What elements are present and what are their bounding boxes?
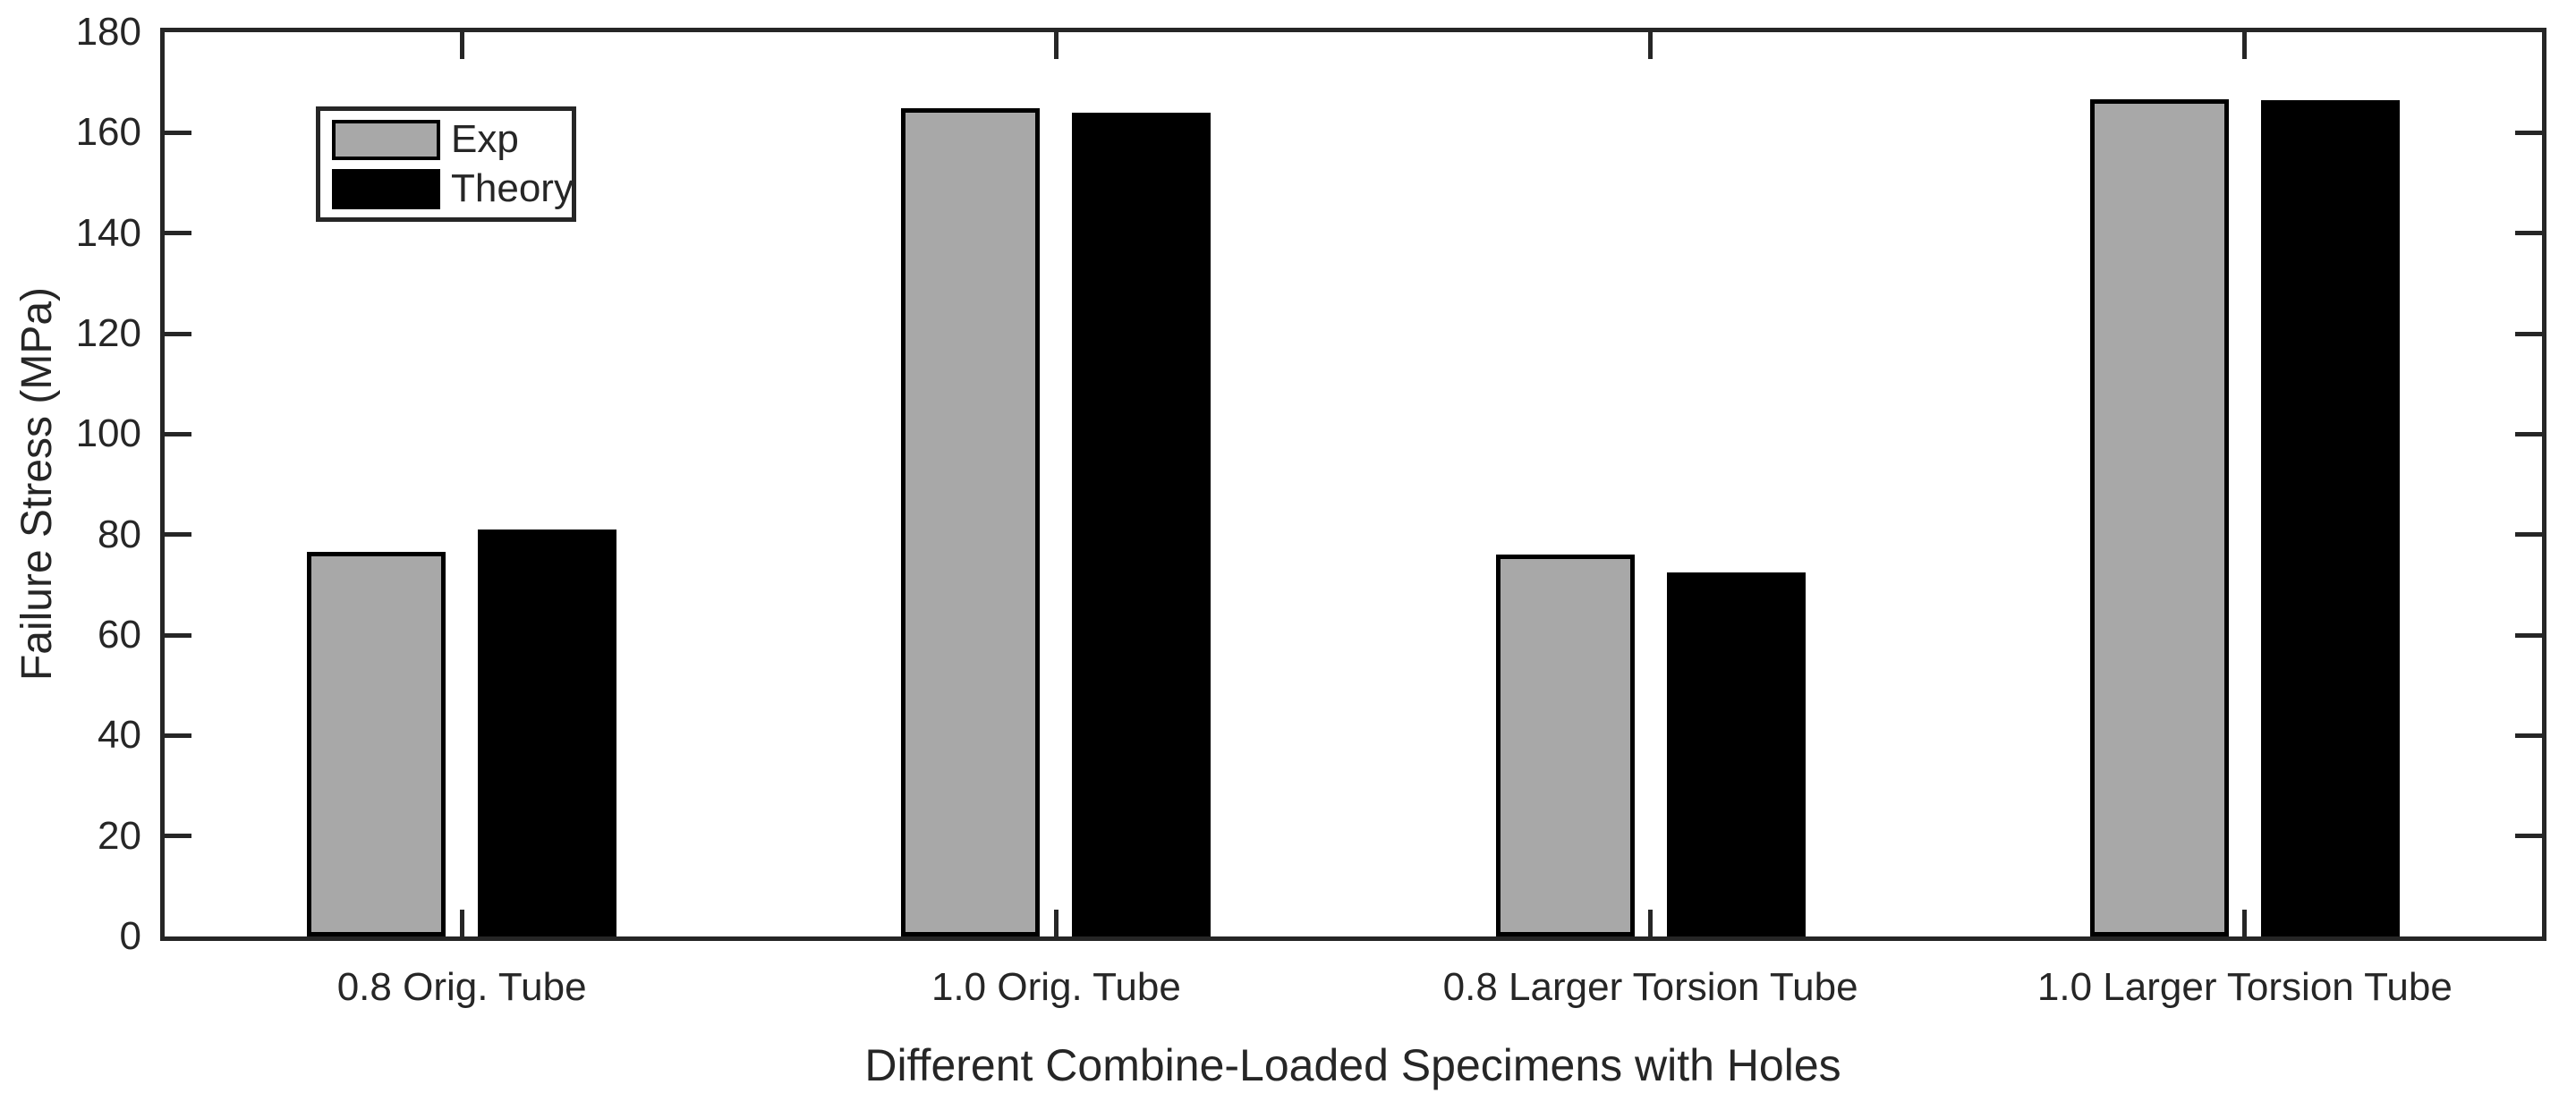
bar-theory-4 — [2260, 100, 2400, 936]
x-tick-bottom — [2242, 910, 2248, 936]
y-tick-left — [165, 532, 191, 538]
y-tick-right — [2515, 331, 2542, 336]
y-tick-left — [165, 130, 191, 135]
legend: Exp Theory — [316, 106, 576, 222]
x-category-label: 0.8 Larger Torsion Tube — [1442, 965, 1858, 1009]
x-category-label: 0.8 Orig. Tube — [336, 965, 587, 1009]
bar-theory-2 — [1072, 112, 1211, 936]
x-category-label: 1.0 Larger Torsion Tube — [2036, 965, 2453, 1009]
x-tick-top — [459, 32, 464, 59]
legend-swatch-theory — [332, 168, 440, 209]
bar-exp-1 — [307, 552, 446, 936]
y-tick-right — [2515, 632, 2542, 638]
bar-theory-3 — [1666, 572, 1806, 936]
bar-exp-2 — [901, 108, 1041, 936]
y-tick-left — [165, 231, 191, 236]
legend-label-exp: Exp — [451, 117, 519, 161]
y-tick-label: 0 — [119, 914, 141, 958]
x-tick-top — [1648, 32, 1654, 59]
legend-entry-exp: Exp — [332, 119, 572, 160]
x-tick-bottom — [1648, 910, 1654, 936]
y-tick-label: 20 — [98, 813, 141, 858]
plot-area — [160, 28, 2546, 941]
legend-swatch-exp — [332, 119, 440, 160]
y-tick-right — [2515, 431, 2542, 436]
y-tick-left — [165, 331, 191, 336]
x-tick-bottom — [459, 910, 464, 936]
x-tick-top — [2242, 32, 2248, 59]
bar-exp-3 — [1495, 555, 1635, 936]
y-tick-left — [165, 431, 191, 436]
x-tick-bottom — [1053, 910, 1058, 936]
y-tick-label: 140 — [75, 210, 141, 255]
x-category-label: 1.0 Orig. Tube — [931, 965, 1181, 1009]
x-axis-label: Different Combine-Loaded Specimens with … — [864, 1040, 1841, 1090]
y-tick-right — [2515, 834, 2542, 839]
y-tick-left — [165, 733, 191, 738]
y-tick-right — [2515, 733, 2542, 738]
legend-label-theory: Theory — [451, 166, 574, 210]
y-axis-label: Failure Stress (MPa) — [13, 286, 61, 682]
y-tick-label: 40 — [98, 713, 141, 758]
y-tick-left — [165, 834, 191, 839]
bar-theory-1 — [478, 530, 617, 936]
y-tick-label: 160 — [75, 110, 141, 155]
y-tick-right — [2515, 130, 2542, 135]
x-tick-top — [1053, 32, 1058, 59]
bar-exp-4 — [2089, 98, 2229, 936]
y-tick-right — [2515, 532, 2542, 538]
y-tick-left — [165, 632, 191, 638]
y-tick-right — [2515, 231, 2542, 236]
y-tick-label: 180 — [75, 10, 141, 54]
legend-entry-theory: Theory — [332, 166, 574, 210]
